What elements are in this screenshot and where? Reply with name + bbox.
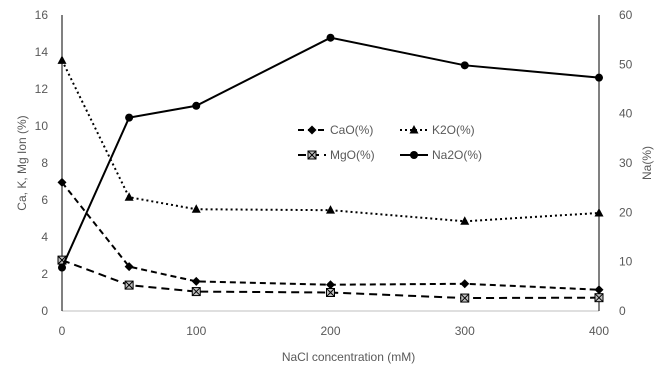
- series-mgo: [57, 255, 604, 303]
- legend-marker: [307, 125, 317, 135]
- series-cao: [57, 177, 604, 295]
- legend-item: K2O(%): [400, 123, 475, 137]
- data-point: [594, 285, 604, 295]
- series-line: [61, 259, 600, 300]
- y-right-tick-label: 60: [619, 8, 633, 22]
- data-point: [326, 205, 335, 214]
- marker-cross: [594, 293, 604, 303]
- x-axis-title: NaCl concentration (mM): [282, 350, 415, 364]
- x-tick-label: 0: [59, 324, 66, 338]
- y-right-tick-label: 40: [619, 107, 633, 121]
- y-right-tick-label: 0: [619, 304, 626, 318]
- data-point: [192, 101, 201, 110]
- series-line: [61, 36, 600, 268]
- data-point: [326, 33, 335, 42]
- legend-item: CaO(%): [298, 123, 373, 137]
- y-right-tick-label: 20: [619, 205, 633, 219]
- data-point: [191, 204, 201, 213]
- x-tick-label: 100: [186, 324, 206, 338]
- data-point: [460, 293, 470, 303]
- legend-label: CaO(%): [330, 123, 373, 137]
- data-point: [125, 113, 134, 122]
- series-line: [61, 59, 600, 223]
- marker-cross: [460, 293, 470, 303]
- data-point: [594, 207, 604, 217]
- y-left-tick-label: 14: [35, 45, 49, 59]
- marker-cross: [326, 288, 335, 297]
- data-point: [191, 276, 201, 286]
- data-point: [57, 55, 67, 64]
- legend-marker: [410, 151, 418, 159]
- y-left-tick-label: 4: [41, 230, 48, 244]
- y-right-tick-label: 30: [619, 156, 633, 170]
- legend-label: Na2O(%): [432, 148, 482, 162]
- y-left-tick-label: 10: [35, 119, 49, 133]
- data-point: [460, 61, 469, 70]
- data-point: [460, 216, 470, 225]
- data-point: [58, 263, 66, 272]
- data-point: [124, 192, 134, 201]
- data-point: [124, 280, 134, 290]
- data-point: [191, 287, 201, 297]
- legend-marker: [307, 150, 317, 160]
- series-na2o: [58, 33, 603, 272]
- series-layer: [57, 33, 604, 303]
- y-axis-left-title: Ca, K, Mg Ion (%): [15, 115, 29, 210]
- y-axis-right-title: Na(%): [640, 146, 654, 180]
- series-k2o: [57, 55, 604, 225]
- axes-layer: 0 2 4 6 8 10 12 14 16 0 10 20 30 40 50 60 0 100 200 300 400 N…: [15, 8, 654, 364]
- legend-label: MgO(%): [330, 148, 375, 162]
- data-point: [124, 262, 134, 272]
- marker-cross: [124, 280, 134, 290]
- series-line: [61, 181, 600, 291]
- legend: CaO(%) K2O(%) MgO(%) Na2O(%): [298, 123, 482, 162]
- data-point: [594, 293, 604, 303]
- x-tick-label: 400: [589, 324, 609, 338]
- y-left-tick-label: 0: [41, 304, 48, 318]
- marker-cross: [307, 150, 317, 160]
- x-tick-label: 300: [455, 324, 475, 338]
- y-left-tick-label: 2: [41, 267, 48, 281]
- data-point: [326, 280, 335, 290]
- legend-item: Na2O(%): [400, 148, 482, 162]
- marker-cross: [191, 287, 201, 296]
- legend-marker: [409, 125, 419, 134]
- marker-cross: [57, 255, 67, 265]
- data-point: [595, 73, 603, 82]
- x-tick-label: 200: [320, 324, 340, 338]
- data-point: [460, 279, 470, 289]
- data-point: [57, 177, 67, 187]
- y-right-tick-label: 10: [619, 255, 633, 269]
- y-left-tick-label: 16: [35, 8, 49, 22]
- legend-label: K2O(%): [432, 123, 475, 137]
- legend-item: MgO(%): [298, 148, 375, 162]
- data-point: [326, 288, 335, 297]
- y-left-tick-label: 12: [35, 82, 49, 96]
- y-right-tick-label: 50: [619, 57, 633, 71]
- y-left-tick-label: 6: [41, 193, 48, 207]
- y-left-tick-label: 8: [41, 156, 48, 170]
